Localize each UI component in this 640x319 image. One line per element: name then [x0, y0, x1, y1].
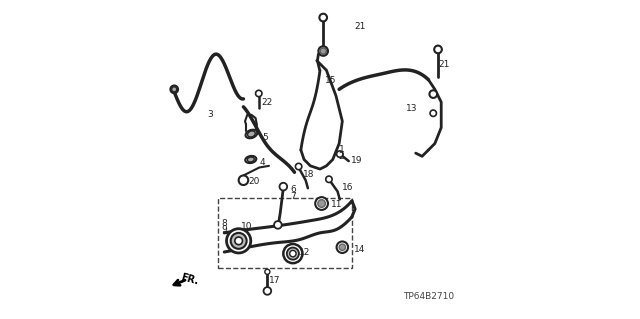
Circle shape [265, 269, 270, 274]
Bar [218, 198, 352, 268]
Text: 2: 2 [339, 152, 344, 161]
Circle shape [239, 175, 248, 185]
Ellipse shape [247, 157, 254, 162]
Circle shape [170, 85, 178, 93]
Text: 13: 13 [406, 104, 417, 113]
Text: 12: 12 [300, 248, 310, 256]
Text: 1: 1 [339, 145, 344, 154]
Text: 4: 4 [259, 158, 265, 167]
Text: 11: 11 [331, 200, 342, 209]
Circle shape [320, 48, 326, 54]
Circle shape [284, 244, 303, 263]
Circle shape [280, 183, 287, 190]
Circle shape [274, 221, 282, 229]
Text: 10: 10 [241, 222, 252, 231]
Text: 17: 17 [269, 276, 280, 285]
Text: 21: 21 [355, 22, 366, 31]
Text: 6: 6 [291, 185, 296, 194]
Text: 5: 5 [262, 133, 268, 142]
Circle shape [255, 90, 262, 97]
Circle shape [326, 176, 332, 182]
Circle shape [319, 14, 327, 21]
Text: 16: 16 [342, 183, 353, 192]
Circle shape [290, 250, 296, 257]
Text: 3: 3 [208, 110, 214, 119]
Circle shape [296, 163, 302, 170]
Circle shape [235, 237, 243, 245]
Circle shape [339, 244, 346, 250]
Ellipse shape [246, 130, 257, 138]
Circle shape [337, 241, 348, 253]
Circle shape [316, 197, 328, 210]
Text: 22: 22 [261, 98, 272, 107]
Text: 18: 18 [303, 170, 315, 179]
Text: 21: 21 [438, 60, 449, 69]
Circle shape [318, 200, 325, 207]
Text: 8: 8 [221, 219, 227, 228]
Ellipse shape [245, 156, 256, 163]
Circle shape [430, 110, 436, 116]
Circle shape [429, 90, 437, 98]
Text: 20: 20 [248, 177, 259, 186]
Circle shape [337, 151, 343, 157]
Circle shape [172, 87, 177, 92]
Text: 15: 15 [324, 76, 336, 85]
Circle shape [319, 46, 328, 56]
Ellipse shape [248, 131, 255, 137]
Text: 19: 19 [351, 156, 362, 165]
Circle shape [287, 248, 299, 260]
Text: FR.: FR. [180, 273, 200, 287]
Circle shape [434, 46, 442, 53]
Text: 14: 14 [353, 245, 365, 254]
Circle shape [264, 287, 271, 295]
Circle shape [227, 229, 251, 253]
Circle shape [230, 233, 246, 249]
Text: 9: 9 [221, 225, 227, 234]
Text: TP64B2710: TP64B2710 [403, 292, 454, 301]
Text: 7: 7 [291, 192, 296, 201]
